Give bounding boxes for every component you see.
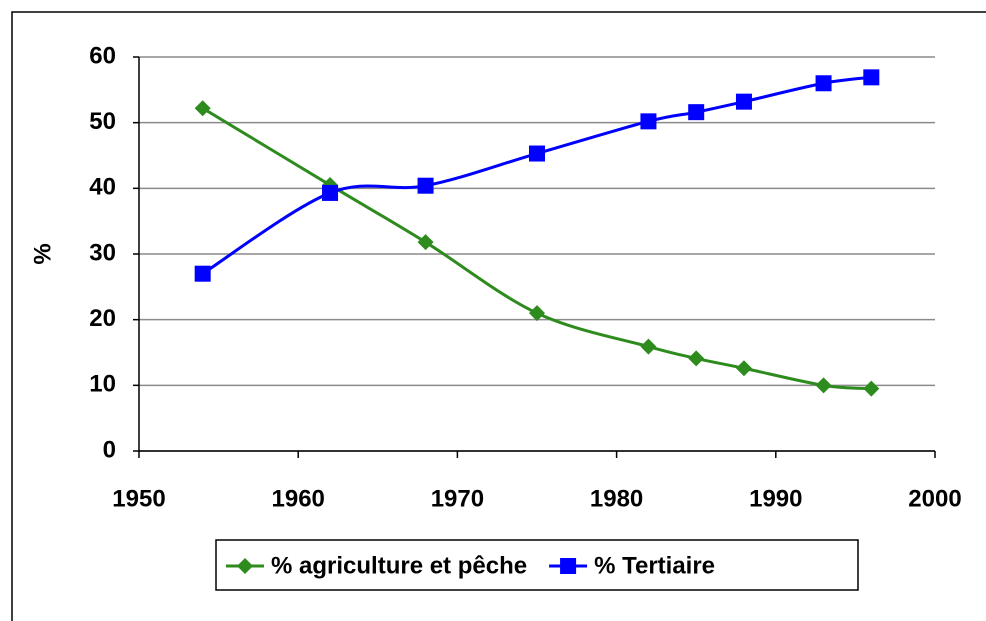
marker (735, 360, 752, 377)
marker (529, 145, 545, 162)
legend-marker (237, 558, 253, 574)
y-axis-label: % (29, 243, 56, 264)
x-tick-label: 1990 (749, 485, 802, 512)
marker (417, 234, 434, 251)
marker (863, 380, 880, 397)
y-tick-label: 10 (89, 371, 116, 398)
marker (863, 69, 880, 86)
x-tick-label: 1980 (590, 485, 643, 512)
marker (194, 265, 211, 282)
y-tick-label: 30 (89, 239, 116, 266)
y-tick-label: 50 (89, 108, 116, 135)
legend-marker (560, 558, 577, 574)
x-tick-label: 1950 (112, 485, 165, 512)
y-tick-label: 20 (89, 305, 116, 332)
marker (815, 377, 832, 394)
y-tick-label: 0 (103, 436, 116, 463)
x-tick-label: 1960 (272, 485, 325, 512)
marker (815, 75, 832, 92)
marker (640, 338, 657, 355)
x-tick-label: 2000 (908, 485, 961, 512)
series-line (201, 75, 872, 275)
marker (529, 305, 545, 322)
legend-box (215, 539, 859, 591)
marker (417, 177, 434, 194)
marker (640, 113, 657, 130)
marker (194, 100, 211, 117)
legend-label: % Tertiaire (594, 552, 715, 579)
legend-label: % agriculture et pêche (271, 552, 527, 579)
frame (11, 11, 986, 621)
marker (322, 184, 339, 201)
y-tick-label: 60 (89, 42, 116, 69)
y-tick-label: 40 (89, 174, 116, 201)
marker (735, 93, 752, 110)
x-tick-label: 1970 (431, 485, 484, 512)
marker (688, 350, 705, 367)
marker (688, 104, 705, 121)
